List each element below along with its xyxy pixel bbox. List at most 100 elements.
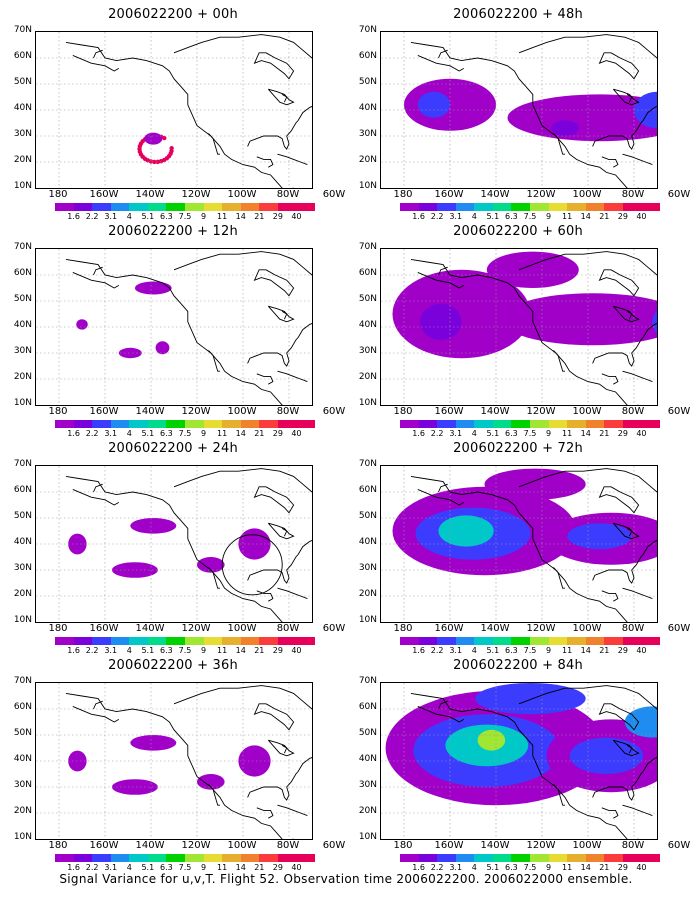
colorbar-label: 14 xyxy=(235,646,246,655)
map-area xyxy=(35,465,313,623)
colorbar-label: 1.6 xyxy=(67,429,80,438)
colorbar-swatch xyxy=(259,854,278,862)
coastline xyxy=(267,522,295,540)
colorbar-label: 11 xyxy=(562,863,573,872)
map-svg xyxy=(36,32,312,188)
colorbar-swatch xyxy=(437,420,456,428)
colorbar-swatch xyxy=(511,854,530,862)
coastline xyxy=(601,373,619,385)
lat-tick-label: 70N xyxy=(13,676,32,686)
coastline xyxy=(592,323,657,367)
coastline xyxy=(612,88,640,106)
coastline xyxy=(410,692,639,839)
map-svg xyxy=(36,683,312,839)
colorbar-swatch xyxy=(296,203,315,211)
coastline xyxy=(598,269,640,297)
colorbar-swatch xyxy=(567,637,586,645)
lon-tick-label: 140W xyxy=(135,189,165,200)
lon-tick-label: 100W xyxy=(227,623,257,634)
colorbar-label: 3.1 xyxy=(104,429,118,438)
colorbar-swatch xyxy=(296,420,315,428)
coastline xyxy=(518,685,657,710)
panel-title: 2006022200 + 00h xyxy=(108,7,238,22)
map-area xyxy=(380,248,658,406)
colorbar-swatch xyxy=(222,203,241,211)
lat-tick-label: 40N xyxy=(358,320,377,330)
lon-tick-label: 160W xyxy=(89,406,119,417)
colorbar-swatch xyxy=(548,854,568,862)
lat-tick-label: 30N xyxy=(358,563,377,573)
colorbar-swatch xyxy=(400,203,419,211)
colorbar-label: 14 xyxy=(235,863,246,872)
lat-tick-label: 70N xyxy=(358,25,377,35)
colorbar-swatch xyxy=(166,203,185,211)
lon-tick-label: 80W xyxy=(276,189,300,200)
colorbar-label: 5.1 xyxy=(486,863,500,872)
colorbar-label: 29 xyxy=(617,863,628,872)
lat-tick-label: 10N xyxy=(358,615,377,625)
colorbar-swatch xyxy=(110,854,130,862)
lon-tick-label: 180 xyxy=(48,840,68,851)
colorbar-swatch xyxy=(474,420,493,428)
colorbar-swatch xyxy=(604,637,623,645)
lon-tick-label: 120W xyxy=(181,189,211,200)
colorbar-label: 3.1 xyxy=(449,429,463,438)
colorbar-swatch xyxy=(511,420,530,428)
lon-tick-label: 60W xyxy=(667,840,691,851)
colorbar-swatch xyxy=(73,854,93,862)
colorbar-swatch xyxy=(622,203,642,211)
colorbar-swatch xyxy=(166,854,185,862)
colorbar-swatch xyxy=(548,203,568,211)
colorbar-label: 21 xyxy=(254,212,265,221)
colorbar-swatch xyxy=(455,637,475,645)
colorbar-swatch xyxy=(585,420,605,428)
colorbar-label: 21 xyxy=(254,429,265,438)
target-region-circle xyxy=(221,534,283,596)
colorbar-label: 3.1 xyxy=(104,212,118,221)
lon-tick-label: 100W xyxy=(572,840,602,851)
variance-contour xyxy=(438,515,494,547)
colorbar-label: 4 xyxy=(471,429,477,438)
lat-tick-label: 60N xyxy=(13,51,32,61)
colorbar-label: 1.6 xyxy=(412,212,425,221)
colorbar-label: 21 xyxy=(254,863,265,872)
colorbar-label: 9 xyxy=(201,863,207,872)
lon-tick-label: 60W xyxy=(667,406,691,417)
coastline xyxy=(601,807,619,819)
colorbar-label: 21 xyxy=(599,212,610,221)
colorbar-label: 5.1 xyxy=(141,646,155,655)
lat-tick-label: 10N xyxy=(358,832,377,842)
coastline xyxy=(626,94,633,103)
variance-contour xyxy=(155,341,170,355)
colorbar-swatch xyxy=(240,203,260,211)
colorbar xyxy=(400,420,660,428)
colorbar-label: 9 xyxy=(546,863,552,872)
lon-tick-label: 180 xyxy=(48,623,68,634)
coastline xyxy=(72,705,120,723)
lat-tick-label: 50N xyxy=(13,77,32,87)
colorbar-label: 9 xyxy=(546,212,552,221)
colorbar-swatch xyxy=(147,420,167,428)
colorbar xyxy=(55,203,315,211)
colorbar xyxy=(400,637,660,645)
coastline xyxy=(72,488,120,506)
lon-tick-label: 100W xyxy=(572,406,602,417)
variance-contour xyxy=(567,523,632,550)
lat-tick-label: 70N xyxy=(13,459,32,469)
lon-tick-label: 140W xyxy=(480,406,510,417)
colorbar-swatch xyxy=(585,203,605,211)
colorbar-swatch xyxy=(55,420,74,428)
lon-tick-label: 60W xyxy=(322,189,346,200)
map-panel: 2006022200 + 72h 70N 60N 50N 40N 30N 20N 10N 180… xyxy=(345,437,691,662)
lon-tick-label: 160W xyxy=(89,623,119,634)
colorbar-swatch xyxy=(641,203,660,211)
coastline xyxy=(592,757,657,801)
coastline xyxy=(173,468,312,493)
colorbar-swatch xyxy=(110,203,130,211)
colorbar-label: 4 xyxy=(126,863,132,872)
variance-contour xyxy=(484,468,586,500)
lat-tick-label: 60N xyxy=(358,268,377,278)
colorbar-swatch xyxy=(455,203,475,211)
coastline xyxy=(438,266,448,276)
map-area xyxy=(35,31,313,189)
